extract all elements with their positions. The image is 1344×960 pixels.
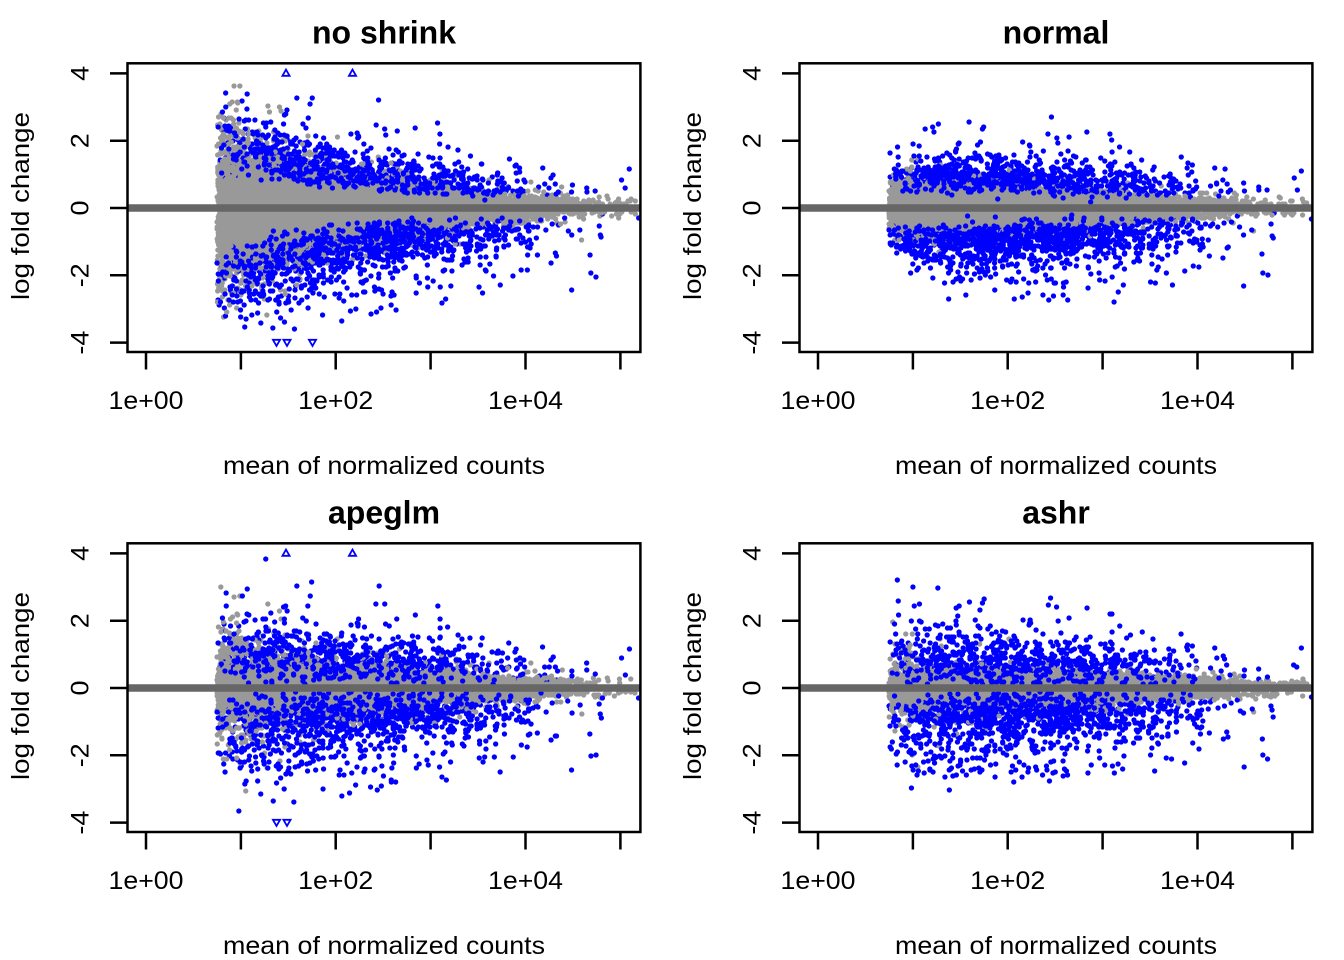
svg-text:mean of normalized counts: mean of normalized counts (223, 932, 545, 960)
svg-text:mean of normalized counts: mean of normalized counts (223, 452, 545, 480)
svg-text:0: 0 (739, 681, 767, 696)
svg-text:-2: -2 (67, 263, 95, 287)
svg-text:1e+00: 1e+00 (109, 867, 184, 895)
svg-text:2: 2 (67, 613, 95, 628)
svg-text:-4: -4 (739, 811, 767, 835)
svg-text:2: 2 (739, 133, 767, 148)
svg-text:mean of normalized counts: mean of normalized counts (895, 932, 1217, 960)
svg-text:2: 2 (67, 133, 95, 148)
svg-text:1e+04: 1e+04 (488, 387, 563, 415)
svg-text:1e+02: 1e+02 (298, 867, 373, 895)
svg-text:0: 0 (67, 201, 95, 216)
svg-text:4: 4 (67, 66, 95, 81)
svg-text:4: 4 (739, 66, 767, 81)
svg-text:1e+00: 1e+00 (781, 387, 856, 415)
svg-text:log fold change: log fold change (679, 592, 707, 780)
svg-text:0: 0 (67, 681, 95, 696)
svg-text:-4: -4 (67, 811, 95, 835)
svg-text:1e+02: 1e+02 (970, 867, 1045, 895)
svg-text:1e+04: 1e+04 (1160, 867, 1235, 895)
svg-text:4: 4 (739, 546, 767, 561)
svg-text:log fold change: log fold change (679, 112, 707, 300)
svg-text:-4: -4 (739, 331, 767, 355)
svg-text:1e+00: 1e+00 (109, 387, 184, 415)
svg-text:2: 2 (739, 613, 767, 628)
svg-text:-2: -2 (739, 743, 767, 767)
svg-text:normal: normal (1003, 15, 1110, 51)
svg-text:-2: -2 (67, 743, 95, 767)
svg-text:ashr: ashr (1022, 495, 1090, 531)
svg-text:apeglm: apeglm (328, 495, 440, 531)
svg-text:4: 4 (67, 546, 95, 561)
svg-text:0: 0 (739, 201, 767, 216)
svg-text:mean of normalized counts: mean of normalized counts (895, 452, 1217, 480)
svg-text:-4: -4 (67, 331, 95, 355)
svg-text:1e+04: 1e+04 (488, 867, 563, 895)
svg-text:-2: -2 (739, 263, 767, 287)
svg-text:1e+04: 1e+04 (1160, 387, 1235, 415)
svg-text:log fold change: log fold change (7, 592, 35, 780)
svg-text:no shrink: no shrink (312, 15, 456, 51)
svg-text:1e+00: 1e+00 (781, 867, 856, 895)
svg-text:log fold change: log fold change (7, 112, 35, 300)
svg-text:1e+02: 1e+02 (298, 387, 373, 415)
svg-text:1e+02: 1e+02 (970, 387, 1045, 415)
